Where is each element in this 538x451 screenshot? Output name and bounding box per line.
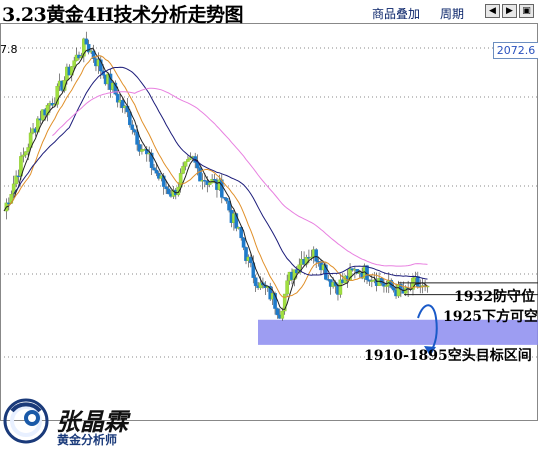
candle-down <box>152 167 156 171</box>
brand-logo-icon <box>3 398 49 444</box>
candle-down <box>154 169 159 174</box>
overlay-button[interactable]: 商品叠加 <box>372 7 421 21</box>
candle-down <box>130 124 135 130</box>
target-zone <box>258 319 538 345</box>
candle-up <box>23 151 28 156</box>
ma-line-pink <box>52 87 428 267</box>
candle-up <box>258 282 263 289</box>
candle-up <box>45 104 50 116</box>
candle-down <box>16 175 21 178</box>
projection-arrow-head <box>424 346 436 356</box>
candle-down <box>132 129 137 133</box>
candle-down <box>275 308 280 316</box>
candle-up <box>384 285 389 287</box>
arrow-left-icon[interactable]: ◀ <box>485 4 500 18</box>
candle-down <box>161 175 166 187</box>
top-price-tick: 7.8 <box>0 43 18 56</box>
candle-down <box>379 278 384 284</box>
candle-down <box>128 111 132 126</box>
candle-down <box>84 38 89 45</box>
candle-down <box>268 286 273 300</box>
candle-up <box>21 154 26 157</box>
candle-up <box>207 182 212 185</box>
last-price-box: 2072.6 <box>493 42 538 59</box>
candle-up <box>79 55 84 59</box>
candle-down <box>234 213 239 229</box>
candle-up <box>176 186 181 196</box>
candle-up <box>183 161 188 167</box>
candle-up <box>338 279 343 295</box>
expand-icon[interactable]: ▣ <box>519 4 534 18</box>
candle-up <box>370 280 374 282</box>
candle-up <box>82 38 86 57</box>
candle-down <box>391 287 396 291</box>
arrow-right-icon[interactable]: ▶ <box>502 4 517 18</box>
candle-up <box>181 166 185 174</box>
candle-up <box>72 60 76 67</box>
candle-down <box>137 144 142 152</box>
ma-line-fast <box>3 47 428 310</box>
candle-down <box>164 186 168 190</box>
candle-up <box>396 283 401 297</box>
candle-up <box>26 147 31 152</box>
annotation-defense: 1932防守位 <box>454 289 535 305</box>
candle-up <box>282 293 287 312</box>
candle-up <box>178 173 183 188</box>
candle-down <box>239 227 243 239</box>
candle-down <box>115 93 120 103</box>
candle-down <box>222 197 227 199</box>
candle-down <box>198 167 202 182</box>
annotation-short-below: 1925下方可空 <box>443 309 538 325</box>
candle-down <box>244 247 248 261</box>
ma-line-navy <box>13 66 428 280</box>
candle-down <box>273 293 277 309</box>
candle-up <box>285 280 289 295</box>
candle-up <box>11 183 16 195</box>
candle-up <box>55 86 60 105</box>
candle-down <box>314 249 318 262</box>
candle-down <box>195 162 200 169</box>
candle-down <box>227 200 231 211</box>
candle-down <box>113 82 118 95</box>
candle-down <box>86 44 91 53</box>
candle-down <box>251 262 256 278</box>
period-button[interactable]: 周期 <box>440 7 465 21</box>
candle-up <box>140 149 144 152</box>
projection-arrow <box>417 304 438 353</box>
page-title: 3.23黄金4H技术分析走势图 <box>2 4 243 26</box>
candle-up <box>411 277 415 290</box>
candle-down <box>416 276 420 287</box>
candle-down <box>91 50 96 59</box>
candle-down <box>108 73 113 90</box>
candle-up <box>186 159 190 162</box>
brand-name: 张晶霖 <box>56 407 128 436</box>
candle-down <box>324 264 328 280</box>
candle-down <box>212 179 217 181</box>
candle-down <box>253 277 258 287</box>
annotation-target-zone: 1910-1895空头目标区间 <box>364 348 532 364</box>
candle-up <box>62 80 67 91</box>
ma-line-orange <box>8 55 428 298</box>
candle-down <box>241 237 246 248</box>
candle-up <box>14 175 18 185</box>
candle-down <box>149 152 154 168</box>
candle-down <box>120 100 125 109</box>
candle-down <box>224 197 229 202</box>
brand-subtitle: 黄金分析师 <box>57 433 118 447</box>
candle-down <box>166 188 171 195</box>
candle-down <box>135 131 139 145</box>
candle-up <box>280 310 285 319</box>
